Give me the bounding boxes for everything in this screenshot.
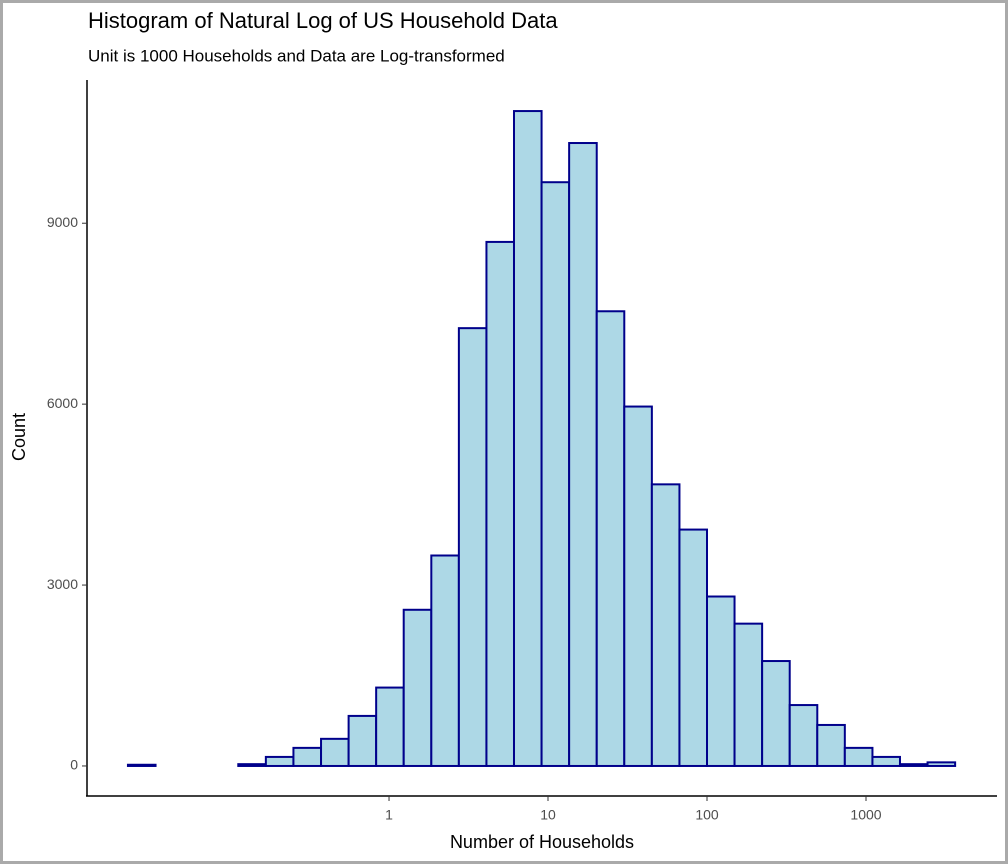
bar [843, 746, 874, 767]
bar [292, 746, 323, 767]
bar [375, 686, 405, 767]
bar [733, 622, 764, 767]
chart-subtitle: Unit is 1000 Households and Data are Log… [88, 46, 505, 65]
y-tick-label: 9000 [47, 214, 78, 230]
x-axis-label: Number of Households [450, 832, 634, 852]
bar [264, 755, 295, 767]
bar [540, 181, 571, 767]
y-tick-label: 3000 [47, 576, 78, 592]
bar [788, 704, 819, 767]
bar [706, 595, 736, 767]
y-tick-label: 6000 [47, 395, 78, 411]
bar [320, 737, 350, 767]
bar [926, 761, 957, 767]
bar [898, 763, 929, 767]
chart-title: Histogram of Natural Log of US Household… [88, 8, 558, 33]
x-tick-label: 1 [385, 807, 393, 823]
bar [623, 405, 653, 767]
bar [126, 763, 157, 767]
y-axis-label: Count [9, 413, 29, 461]
x-tick-label: 100 [695, 807, 719, 823]
bar [650, 483, 681, 767]
bar [512, 110, 543, 767]
bar [871, 755, 901, 767]
bar [816, 723, 846, 767]
bar [595, 310, 626, 767]
x-tick-label: 10 [540, 807, 556, 823]
bar [678, 528, 709, 767]
bar [402, 608, 433, 767]
bar [237, 763, 267, 767]
bar [761, 660, 791, 767]
bar [347, 714, 378, 767]
bar [485, 240, 515, 767]
x-tick-label: 1000 [850, 807, 881, 823]
y-tick-label: 0 [70, 757, 78, 773]
bar [430, 554, 460, 767]
bar [568, 142, 598, 767]
bar [457, 327, 488, 767]
